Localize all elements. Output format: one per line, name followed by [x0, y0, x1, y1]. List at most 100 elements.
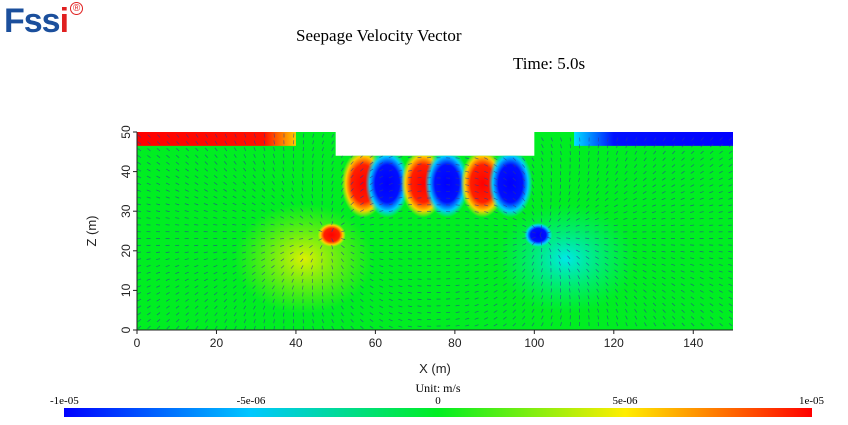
vector-arrow	[213, 182, 218, 185]
vector-arrow	[661, 270, 666, 273]
vector-arrow	[594, 224, 599, 227]
negative-zone	[496, 203, 637, 314]
vector-arrow	[233, 181, 237, 185]
vector-arrow	[309, 251, 313, 256]
vector-arrow	[729, 137, 733, 141]
vector-arrow	[340, 265, 344, 269]
vector-arrow	[213, 196, 218, 199]
vector-arrow	[369, 209, 374, 212]
vector-arrow	[407, 285, 412, 287]
vector-arrow	[512, 269, 517, 273]
vector-arrow	[331, 214, 334, 219]
vector-arrow	[531, 248, 535, 253]
vector-arrow	[388, 265, 393, 267]
vector-arrow	[624, 157, 628, 162]
vector-arrow	[671, 283, 676, 286]
vector-arrow	[156, 196, 161, 199]
vector-arrow	[290, 258, 294, 262]
vector-arrow	[718, 211, 723, 213]
vector-arrow	[175, 217, 180, 219]
vector-arrow	[407, 176, 412, 179]
vector-arrow	[204, 319, 208, 323]
vector-arrow	[184, 203, 189, 206]
vector-arrow	[556, 224, 561, 228]
vector-arrow	[156, 161, 161, 165]
vector-arrow	[289, 244, 294, 247]
vector-arrow	[522, 170, 526, 175]
vector-arrow	[522, 204, 526, 209]
vector-arrow	[653, 144, 657, 148]
vector-arrow	[632, 224, 637, 226]
vector-arrow	[398, 305, 403, 308]
vector-arrow	[493, 184, 498, 187]
vector-arrow	[681, 157, 685, 161]
vector-arrow	[680, 289, 685, 293]
vector-arrow	[699, 283, 704, 286]
vector-arrow	[194, 168, 199, 172]
vector-arrow	[222, 202, 227, 206]
vector-arrow	[531, 184, 535, 189]
vector-arrow	[671, 164, 676, 168]
vector-arrow	[556, 231, 561, 233]
vector-arrow	[662, 289, 666, 293]
vector-arrow	[541, 204, 543, 209]
vector-arrow	[567, 261, 571, 266]
vector-arrow	[493, 257, 498, 260]
vector-arrow	[690, 157, 695, 161]
vector-arrow	[273, 140, 275, 145]
vector-arrow	[165, 258, 170, 260]
vector-arrow	[233, 312, 237, 317]
vector-arrow	[398, 196, 403, 199]
vector-arrow	[728, 217, 733, 220]
vector-arrow	[455, 318, 460, 320]
vector-arrow	[632, 244, 637, 246]
vector-arrow	[185, 168, 189, 172]
vector-arrow	[644, 137, 647, 142]
vector-arrow	[341, 238, 346, 240]
vector-arrow	[484, 303, 489, 307]
vector-arrow	[615, 295, 619, 300]
vector-arrow	[146, 285, 151, 288]
vector-arrow	[360, 319, 364, 323]
vector-arrow	[379, 203, 384, 206]
vector-arrow	[233, 285, 237, 289]
vector-arrow	[299, 238, 304, 240]
vector-arrow	[213, 271, 218, 275]
vector-arrow	[541, 254, 543, 259]
vector-arrow	[350, 271, 354, 276]
vector-arrow	[222, 258, 227, 261]
vector-arrow	[681, 322, 685, 327]
vector-arrow	[576, 211, 580, 215]
vector-arrow	[369, 189, 374, 192]
vector-arrow	[547, 231, 552, 234]
vector-arrow	[709, 164, 714, 168]
vector-arrow	[623, 250, 628, 253]
vector-arrow	[165, 217, 170, 219]
vector-arrow	[633, 204, 637, 207]
vector-arrow	[271, 271, 275, 276]
vector-arrow	[671, 289, 676, 293]
vector-arrow	[531, 231, 536, 234]
vector-arrow	[652, 276, 657, 280]
vector-arrow	[606, 302, 609, 306]
vector-arrow	[681, 150, 685, 155]
vector-arrow	[166, 319, 170, 323]
vector-arrow	[681, 316, 685, 320]
vector-arrow	[728, 170, 733, 174]
vector-arrow	[360, 168, 364, 172]
vector-arrow	[465, 297, 470, 300]
vector-arrow	[503, 309, 507, 313]
vector-arrow	[331, 238, 334, 243]
vector-arrow	[205, 133, 209, 138]
vector-arrow	[203, 210, 208, 212]
vector-arrow	[522, 302, 526, 307]
vector-arrow	[175, 278, 180, 281]
vector-arrow	[549, 218, 552, 223]
vector-arrow	[585, 262, 590, 266]
vector-arrow	[586, 275, 590, 280]
vector-arrow	[301, 194, 304, 199]
vector-arrow	[321, 173, 324, 179]
vector-arrow	[493, 303, 498, 307]
vector-arrow	[493, 263, 498, 266]
vector-arrow	[165, 196, 170, 199]
